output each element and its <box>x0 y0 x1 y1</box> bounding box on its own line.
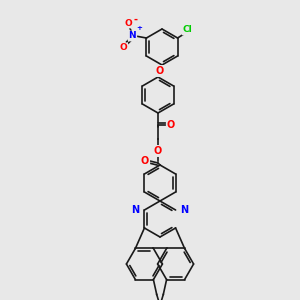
Text: N: N <box>131 205 140 215</box>
Text: O: O <box>141 156 149 166</box>
Text: N: N <box>129 32 136 40</box>
Text: N: N <box>181 205 189 215</box>
Text: O: O <box>156 66 164 76</box>
Text: O: O <box>119 44 127 52</box>
Text: O: O <box>124 19 132 28</box>
Text: -: - <box>134 15 137 25</box>
Text: +: + <box>136 25 142 31</box>
Text: O: O <box>154 146 162 156</box>
Text: O: O <box>167 120 175 130</box>
Text: Cl: Cl <box>183 26 193 34</box>
